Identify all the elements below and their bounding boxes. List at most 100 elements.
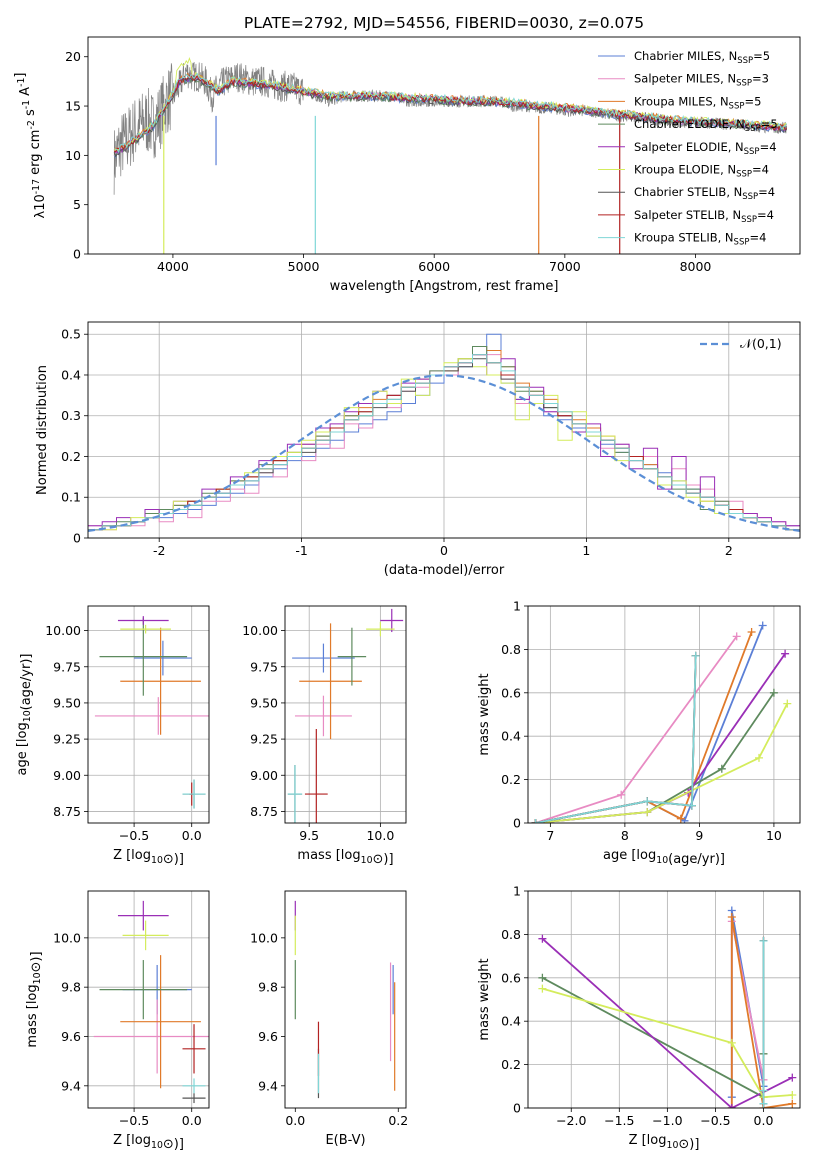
weight-line	[535, 703, 789, 823]
y-tick-label: 5	[73, 197, 81, 212]
weight-line	[535, 692, 775, 823]
errorbar-point	[99, 617, 188, 696]
y-tick-label: 9.6	[61, 1029, 81, 1044]
axes-massweight_vs_Z: −2.0 −1.5 −1.0 −0.5 0.0 0 0.2 0.4 0.6 0.8 1 Z [log1…	[477, 884, 801, 1152]
x-tick-label: 7000	[549, 259, 581, 274]
y-tick-label: 9.4	[258, 1078, 278, 1093]
observed-spectrum-line	[113, 61, 788, 195]
gridlines	[88, 891, 209, 1108]
x-axis-label: mass [log10⊙)]	[297, 848, 393, 867]
errorbar-point	[294, 695, 352, 737]
legend-label: Chabrier MILES, NSSP=5	[634, 49, 770, 66]
y-axis-label: Normed distribution	[35, 365, 50, 495]
y-tick-label: 9.25	[250, 732, 278, 747]
plus-marker	[727, 913, 736, 921]
plus-marker	[783, 699, 792, 708]
x-axis-label: Z [log10⊙)]	[113, 848, 184, 867]
errorbar-point	[117, 900, 169, 931]
y-tick-label: 10	[65, 148, 81, 163]
axes-massweight_vs_age: 7 8 9 10 0 0.2 0.4 0.6 0.8 1 age [log10(age/yr)] ma…	[477, 599, 801, 867]
x-tick-label: -1	[295, 543, 307, 558]
axes-mass_vs_EBV: 0.0 0.2 9.4 9.6 9.8 10.0 E(B-V)	[250, 890, 408, 1148]
x-tick-label: −0.5	[700, 1113, 730, 1128]
plus-marker	[788, 1099, 797, 1108]
axes-frame	[87, 890, 210, 1109]
plus-marker	[538, 984, 547, 993]
plus-marker	[617, 790, 626, 799]
plus-marker	[769, 688, 778, 697]
x-tick-label: 9.5	[299, 828, 319, 843]
plus-marker	[538, 973, 547, 982]
y-tick-label: 8.75	[250, 804, 278, 819]
y-tick-label: 9.50	[250, 695, 278, 710]
plus-marker	[759, 1099, 768, 1108]
errorbar-point	[337, 627, 367, 686]
plus-marker	[732, 632, 741, 641]
x-tick-label: 10.0	[366, 828, 394, 843]
errorbar-point	[366, 621, 395, 637]
weight-line	[535, 653, 786, 823]
x-tick-label: −0.5	[119, 1113, 149, 1128]
y-tick-label: 9.6	[258, 1029, 278, 1044]
x-axis-label: E(B-V)	[325, 1133, 365, 1148]
errorbar-point	[120, 624, 171, 634]
plus-marker	[643, 808, 652, 817]
y-tick-label: 0	[73, 247, 81, 262]
x-tick-label: 9	[695, 828, 703, 843]
plot-area	[94, 616, 209, 809]
y-tick-label: 0.8	[501, 927, 521, 942]
x-tick-label: 2	[725, 543, 733, 558]
plus-marker	[676, 814, 685, 823]
y-tick-label: 9.50	[53, 695, 81, 710]
x-axis-label: wavelength [Angstrom, rest frame]	[330, 279, 559, 294]
errorbar-point	[122, 920, 169, 951]
errorbar-point	[380, 608, 404, 633]
gridlines	[528, 890, 800, 1109]
x-tick-label: 6000	[418, 259, 450, 274]
plus-marker	[759, 1086, 768, 1095]
plus-marker	[687, 801, 696, 810]
errorbar-point	[117, 616, 169, 625]
plus-marker	[717, 764, 726, 773]
histogram-step	[88, 354, 800, 531]
y-tick-label: 9.00	[53, 768, 81, 783]
y-axis-label: λ10-17 erg cm-2 s-1 A-1]	[13, 73, 48, 219]
errorbar-point	[99, 960, 188, 1020]
y-tick-label: 0.2	[501, 772, 521, 787]
errorbar-point	[304, 728, 328, 823]
y-tick-label: 10.00	[45, 623, 81, 638]
weight-line	[730, 916, 793, 1108]
legend-label: Salpeter MILES, NSSP=3	[634, 72, 769, 89]
legend-label: Chabrier ELODIE, NSSP=5	[634, 117, 778, 134]
x-axis-label: Z [log10⊙)]	[113, 1133, 184, 1152]
y-tick-label: 0.2	[61, 449, 81, 464]
y-tick-label: 9.4	[61, 1078, 81, 1093]
axes-frame	[87, 36, 801, 255]
model-spectrum-line	[114, 72, 788, 154]
y-tick-label: 0.4	[501, 729, 521, 744]
plus-marker	[747, 628, 756, 636]
x-tick-label: −2.0	[556, 1113, 586, 1128]
x-tick-label: -2	[153, 543, 165, 558]
errorbar-point	[94, 697, 209, 735]
plus-marker	[727, 1104, 736, 1108]
axes-frame	[527, 605, 801, 824]
errorbar-point	[93, 999, 209, 1074]
y-tick-label: 10.00	[242, 623, 278, 638]
gridlines	[88, 606, 209, 823]
x-tick-label: 0	[440, 543, 448, 558]
legend: 𝒩(0,1)	[700, 336, 782, 351]
y-tick-label: 0.2	[501, 1057, 521, 1072]
x-axis-label: (data-model)/error	[384, 563, 505, 578]
plot-area	[294, 900, 396, 1099]
plot-area	[538, 906, 797, 1108]
plus-marker	[643, 797, 652, 806]
y-tick-label: 1	[513, 599, 521, 614]
errorbar-point	[182, 779, 206, 809]
y-tick-label: 8.75	[53, 804, 81, 819]
y-tick-label: 0	[513, 1101, 521, 1116]
y-tick-label: 0.6	[501, 685, 521, 700]
y-tick-label: 0.8	[501, 642, 521, 657]
y-tick-label: 0	[73, 531, 81, 546]
